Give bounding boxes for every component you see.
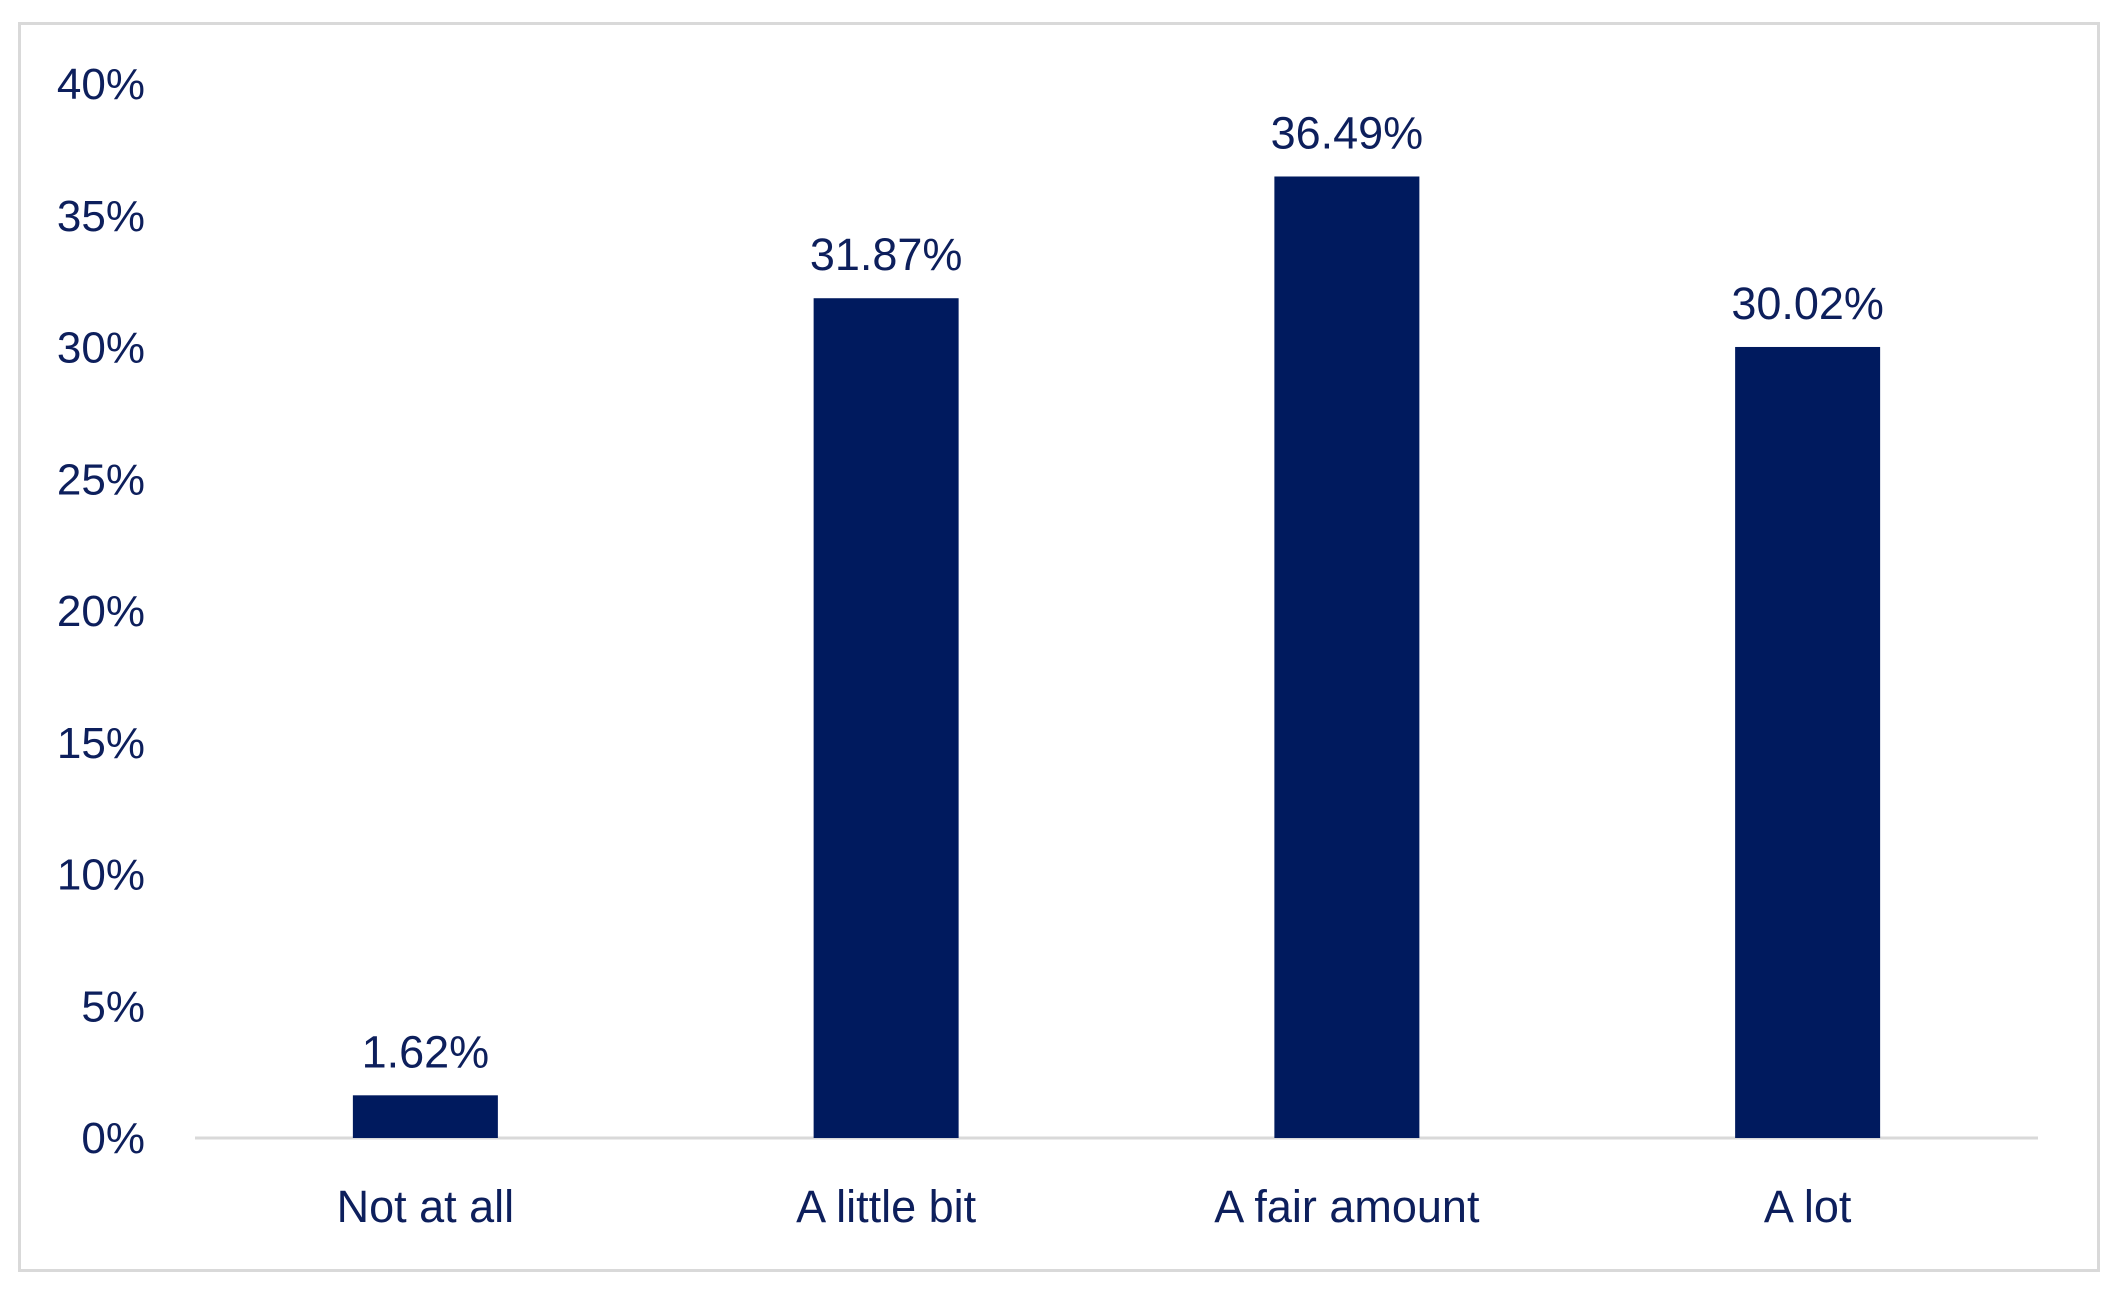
bar bbox=[1735, 346, 1881, 1138]
data-labels: 1.62% 31.87% 36.49% 30.02% bbox=[362, 107, 1884, 1077]
y-tick-label: 40% bbox=[57, 60, 145, 109]
y-axis-ticks: 0% 5% 10% 15% 20% 25% 30% 35% 40% bbox=[57, 60, 145, 1163]
y-tick-label: 10% bbox=[57, 851, 145, 900]
bars bbox=[352, 176, 1881, 1139]
y-tick-label: 20% bbox=[57, 587, 145, 636]
y-tick-label: 30% bbox=[57, 324, 145, 373]
bar-data-label: 1.62% bbox=[362, 1026, 490, 1077]
y-tick-label: 25% bbox=[57, 455, 145, 504]
bar bbox=[352, 1095, 498, 1138]
category-label: A fair amount bbox=[1214, 1181, 1480, 1232]
bar bbox=[813, 298, 959, 1139]
y-tick-label: 35% bbox=[57, 192, 145, 241]
category-labels: Not at all A little bit A fair amount A lot bbox=[337, 1181, 1852, 1232]
category-label: A little bit bbox=[796, 1181, 977, 1232]
bar-data-label: 31.87% bbox=[810, 229, 963, 280]
y-tick-label: 0% bbox=[81, 1114, 145, 1163]
category-label: Not at all bbox=[337, 1181, 515, 1232]
y-tick-label: 15% bbox=[57, 719, 145, 768]
bar bbox=[1274, 176, 1420, 1138]
y-tick-label: 5% bbox=[81, 982, 145, 1031]
category-label: A lot bbox=[1764, 1181, 1852, 1232]
bar-data-label: 30.02% bbox=[1731, 278, 1884, 329]
bar-data-label: 36.49% bbox=[1271, 107, 1424, 158]
